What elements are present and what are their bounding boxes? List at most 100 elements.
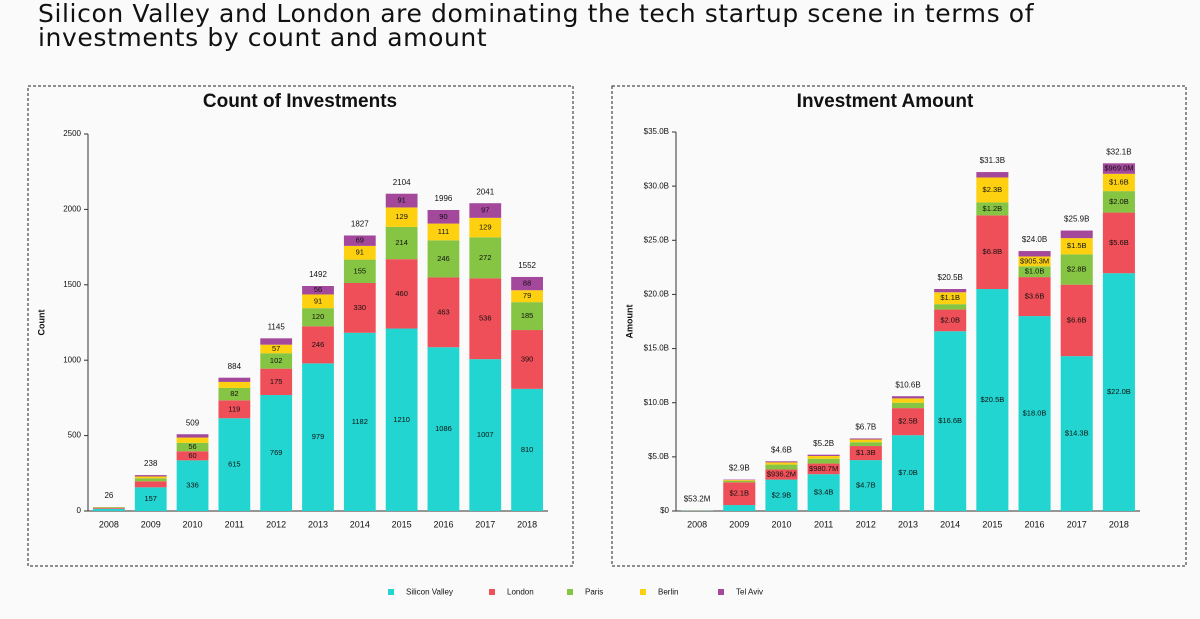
data-label: 56 (314, 285, 322, 294)
bar-segment (427, 223, 460, 241)
bar-segment (511, 290, 543, 303)
total-label: 1145 (268, 322, 286, 331)
bar-segment (302, 286, 334, 295)
total-label: $31.3B (980, 156, 1005, 165)
x-tick-label: 2014 (350, 519, 370, 529)
bar-segment (511, 330, 543, 389)
total-label: $25.9B (1064, 215, 1089, 224)
data-label: 330 (354, 303, 367, 312)
legend-marker (718, 589, 724, 595)
data-label: $3.4B (814, 488, 834, 497)
data-label: $905.3M (1020, 256, 1049, 265)
bar-segment (343, 235, 376, 246)
bar-segment (807, 463, 840, 475)
data-label: 102 (270, 356, 283, 365)
x-tick-label: 2014 (940, 519, 960, 529)
bar-segment (807, 455, 840, 459)
data-label: 246 (312, 340, 325, 349)
data-label: $6.8B (983, 247, 1003, 256)
legend-marker (567, 589, 573, 595)
bar-segment (849, 446, 882, 461)
data-label: $1.1B (940, 293, 960, 302)
bar-segment (849, 439, 882, 443)
y-tick-label: 500 (68, 431, 82, 440)
data-label: $14.3B (1065, 429, 1089, 438)
data-label: 1086 (435, 424, 452, 433)
x-tick-label: 2018 (517, 519, 537, 529)
legend-label: London (507, 588, 534, 597)
panel (27, 85, 574, 567)
bar-segment (1102, 273, 1135, 511)
bar-segment (976, 177, 1009, 203)
legend-label: Paris (585, 588, 603, 597)
data-label: 175 (270, 377, 283, 386)
x-tick-label: 2008 (99, 519, 119, 529)
data-label: 91 (356, 248, 364, 257)
data-label: $2.0B (940, 315, 960, 324)
data-label: 157 (144, 494, 157, 503)
x-tick-label: 2018 (1109, 519, 1129, 529)
y-tick-label: 1500 (63, 280, 81, 289)
total-label: 884 (228, 362, 242, 371)
bar-segment (891, 398, 925, 403)
data-label: 91 (397, 196, 405, 205)
bar-segment (302, 363, 334, 511)
bar-segment (427, 277, 460, 348)
bar-segment (1102, 163, 1135, 174)
x-tick-label: 2011 (814, 519, 833, 529)
data-label: 769 (270, 448, 283, 457)
data-label: 1210 (393, 415, 410, 424)
bar-segment (1018, 277, 1051, 317)
data-label: $980.7M (809, 464, 838, 473)
y-tick-label: 2500 (63, 129, 81, 138)
y-tick-label: 1000 (63, 355, 81, 364)
total-label: 1552 (518, 261, 536, 270)
legend-label: Silicon Valley (406, 588, 453, 597)
data-label: 1182 (352, 417, 368, 426)
legend-marker (388, 589, 394, 595)
data-label: $2.9B (772, 490, 792, 499)
bar-segment (1102, 212, 1135, 274)
bar-segment (511, 388, 543, 511)
total-label: 26 (104, 491, 113, 500)
data-label: 69 (356, 236, 364, 245)
data-label: 615 (228, 460, 241, 469)
x-tick-label: 2015 (392, 519, 412, 529)
x-tick-label: 2013 (308, 519, 328, 529)
bar-segment (1018, 256, 1051, 267)
bar-segment (934, 292, 967, 305)
bar-segment (807, 474, 840, 511)
x-tick-label: 2011 (225, 519, 244, 529)
y-tick-label: $30.0B (644, 181, 669, 190)
bar-segment (934, 304, 967, 310)
bar-segment (176, 451, 209, 461)
bar-segment (765, 462, 798, 465)
legend-label: Tel Aviv (736, 588, 763, 597)
bar-segment (385, 328, 418, 511)
y-tick-label: $35.0B (644, 127, 669, 136)
data-label: 90 (439, 212, 447, 221)
data-label: $4.7B (856, 481, 876, 490)
x-tick-label: 2010 (771, 519, 791, 529)
total-label: $6.7B (855, 423, 876, 432)
data-label: $18.0B (1023, 409, 1047, 418)
bar-segment (93, 507, 125, 509)
bar-segment (765, 469, 798, 480)
bar-segment (427, 240, 460, 278)
total-label: 2104 (393, 178, 411, 187)
bar-segment (1060, 356, 1093, 511)
data-label: 82 (230, 389, 238, 398)
bar-segment (891, 396, 925, 399)
legend-label: Berlin (658, 588, 678, 597)
total-label: $5.2B (813, 439, 834, 448)
data-label: 463 (437, 307, 450, 316)
data-label: 536 (479, 314, 492, 323)
bar-segment (807, 454, 840, 456)
data-label: 1007 (477, 430, 494, 439)
data-label: $7.0B (898, 468, 918, 477)
bar-segment (260, 344, 293, 354)
bar-segment (1060, 254, 1093, 285)
bar-segment (511, 276, 543, 291)
x-tick-label: 2012 (856, 519, 876, 529)
